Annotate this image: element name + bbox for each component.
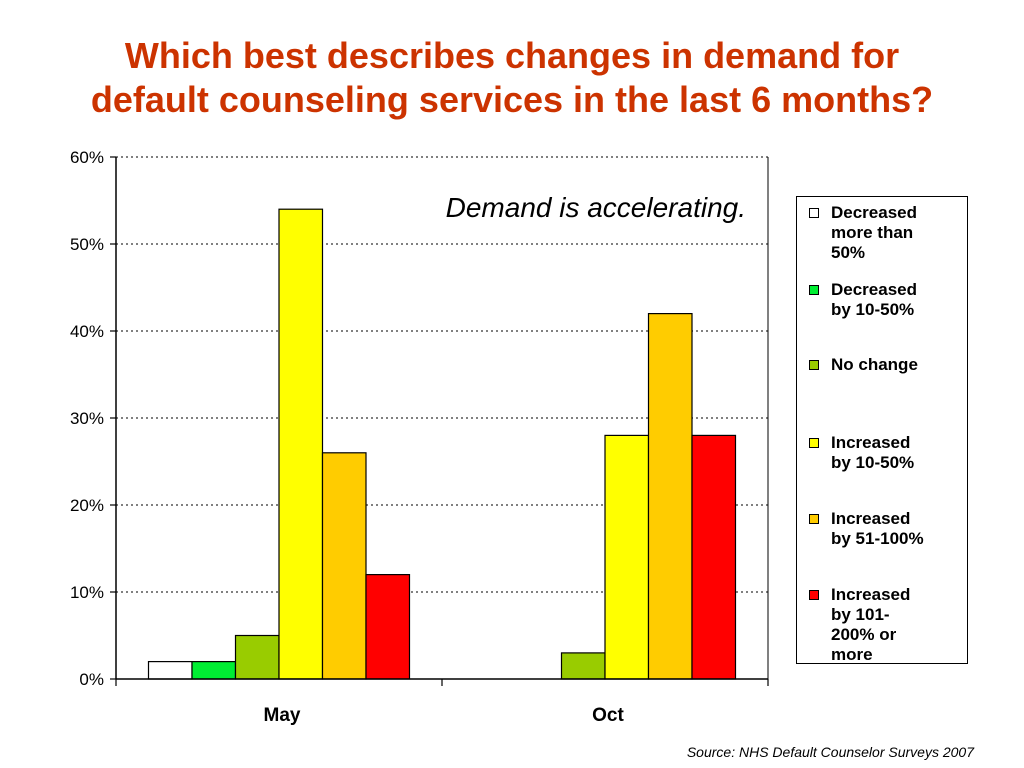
legend-swatch (809, 360, 819, 370)
legend-label: Increased by 10-50% (831, 433, 965, 473)
y-tick-label: 10% (70, 583, 104, 602)
legend-label: Increased by 51-100% (831, 509, 965, 549)
source-note: Source: NHS Default Counselor Surveys 20… (686, 744, 974, 760)
chart-title-line-2: default counseling services in the last … (90, 79, 934, 120)
bar (147, 660, 193, 680)
bar (321, 452, 367, 680)
legend-label-line: Increased (831, 585, 911, 604)
legend-swatch (809, 590, 819, 600)
chart-annotation: Demand is accelerating. (446, 192, 746, 223)
chart-title: Which best describes changes in demand f… (0, 34, 1024, 122)
legend-swatch (809, 438, 819, 448)
y-tick-label: 50% (70, 235, 104, 254)
bar (365, 573, 411, 680)
legend-label-line: by 51-100% (831, 529, 924, 548)
y-tick-label: 40% (70, 322, 104, 341)
bar (604, 434, 650, 680)
y-tick-label: 30% (70, 409, 104, 428)
legend-swatch (809, 285, 819, 295)
legend-label-line: by 10-50% (831, 453, 915, 472)
legend-label: Decreased more than 50% (831, 203, 965, 263)
legend-label-line: by 10-50% (831, 300, 915, 319)
legend-label-line: 200% or (831, 625, 897, 644)
legend-label-line: Decreased (831, 203, 918, 222)
bar (647, 313, 693, 680)
chart-legend: Decreased more than 50% Decreased by 10-50% N… (796, 196, 968, 664)
legend-label: Increased by 101- 200% or more (831, 585, 965, 665)
legend-label-line: by 101- (831, 605, 890, 624)
legend-label-line: Increased (831, 433, 911, 452)
legend-label-line: more (831, 645, 873, 664)
legend-label-line: Decreased (831, 280, 918, 299)
x-tick-label: May (264, 705, 301, 726)
legend-swatch (809, 208, 819, 218)
x-tick-label: Oct (592, 705, 624, 726)
legend-swatch (809, 514, 819, 524)
legend-label-line: No change (831, 355, 918, 374)
legend-label: Decreased by 10-50% (831, 280, 965, 320)
chart-title-line-1: Which best describes changes in demand f… (124, 35, 900, 76)
y-tick-label: 60% (70, 148, 104, 167)
bar (234, 634, 280, 680)
bar (691, 434, 737, 680)
y-tick-label: 20% (70, 496, 104, 515)
y-tick-label: 0% (79, 670, 104, 689)
legend-label-line: Increased (831, 509, 911, 528)
bar (560, 652, 606, 680)
bar (191, 660, 237, 680)
legend-label-line: more than (831, 223, 914, 242)
legend-label-line: 50% (831, 243, 866, 262)
legend-label: No change (831, 355, 965, 375)
bar (278, 208, 324, 680)
